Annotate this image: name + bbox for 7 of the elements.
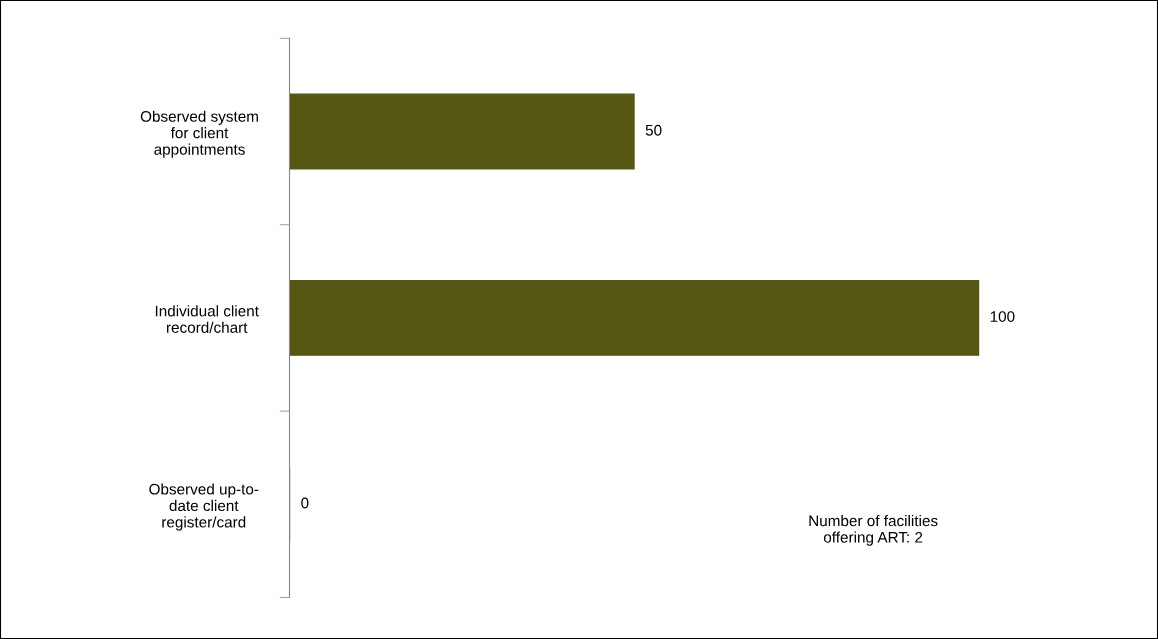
annotation: Number of facilities offering ART: 2 — [809, 515, 938, 546]
data-label: 50 — [645, 124, 662, 136]
y-tick-label: Individual client record/chart — [155, 305, 259, 333]
data-label: 100 — [990, 311, 1015, 322]
y-tick-label: Observed up-to- date client register/card — [149, 483, 259, 531]
y-tick-label: Observed system for client appointments — [140, 110, 258, 158]
data-label: 0 — [301, 497, 309, 509]
